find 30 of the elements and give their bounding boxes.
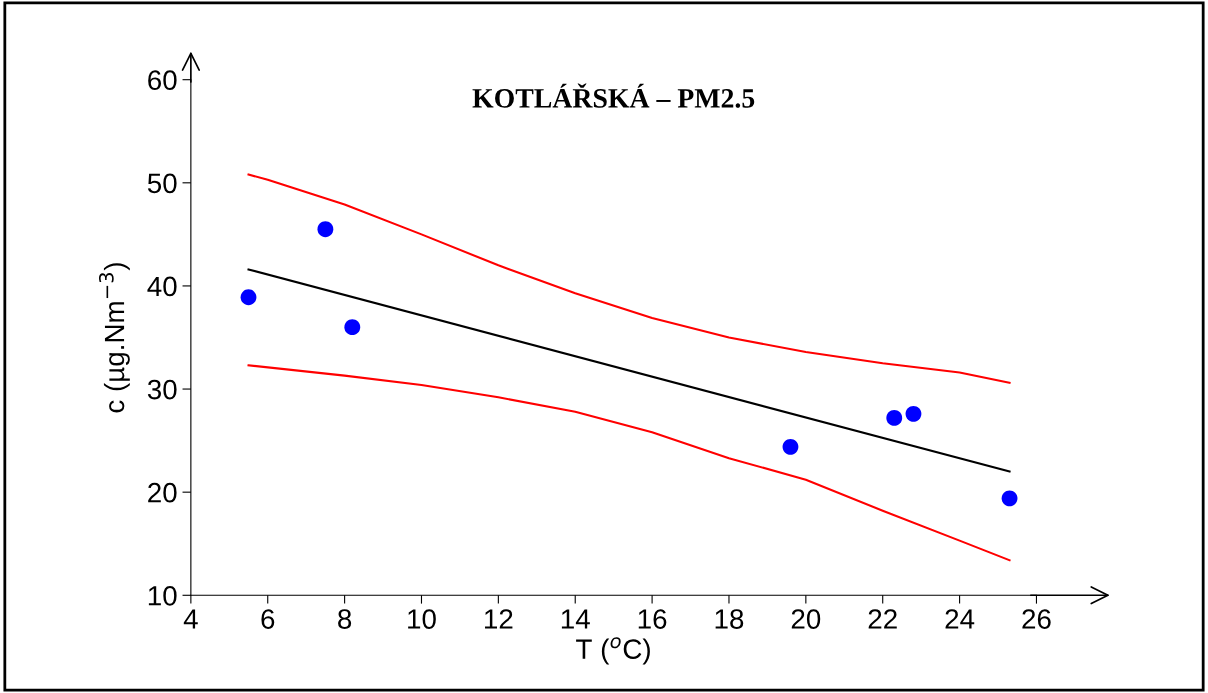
y-tick-label: 60 bbox=[148, 70, 177, 91]
x-tick-label: 8 bbox=[338, 609, 352, 629]
point bbox=[344, 319, 361, 336]
y-axis-title: c (µg.Nm$^{−3}$) bbox=[99, 263, 130, 413]
point bbox=[905, 405, 922, 422]
point bbox=[1001, 490, 1018, 507]
x-tick-label: 20 bbox=[791, 609, 821, 629]
x-tick-label: 24 bbox=[945, 609, 975, 629]
x-tick-label: 10 bbox=[408, 609, 436, 629]
x-tick-label: 12 bbox=[485, 609, 513, 629]
x-tick-label: 4 bbox=[183, 609, 198, 629]
x-tick-label: 14 bbox=[561, 609, 590, 629]
y-tick-label: 10 bbox=[148, 585, 177, 606]
y-tick-label: 20 bbox=[148, 482, 177, 503]
x-tick-label: 22 bbox=[868, 609, 897, 629]
y-tick-label: 30 bbox=[147, 379, 177, 400]
chart-title: KOTLÁŘSKÁ – PM2.5 bbox=[472, 83, 755, 108]
point bbox=[317, 221, 334, 238]
x-tick-label: 18 bbox=[715, 609, 744, 629]
x-tick-label: 26 bbox=[1022, 609, 1051, 629]
point bbox=[886, 410, 903, 426]
point bbox=[240, 289, 257, 306]
y-tick-label: 40 bbox=[147, 276, 177, 297]
y-tick-label: 50 bbox=[147, 173, 177, 194]
x-tick-label: 6 bbox=[261, 609, 275, 629]
x-axis-title: T ($^{o}$C) bbox=[576, 637, 650, 665]
line-series bbox=[247, 173, 1011, 384]
point bbox=[782, 438, 799, 455]
x-tick-label: 16 bbox=[638, 609, 667, 629]
line-series bbox=[247, 364, 1011, 562]
